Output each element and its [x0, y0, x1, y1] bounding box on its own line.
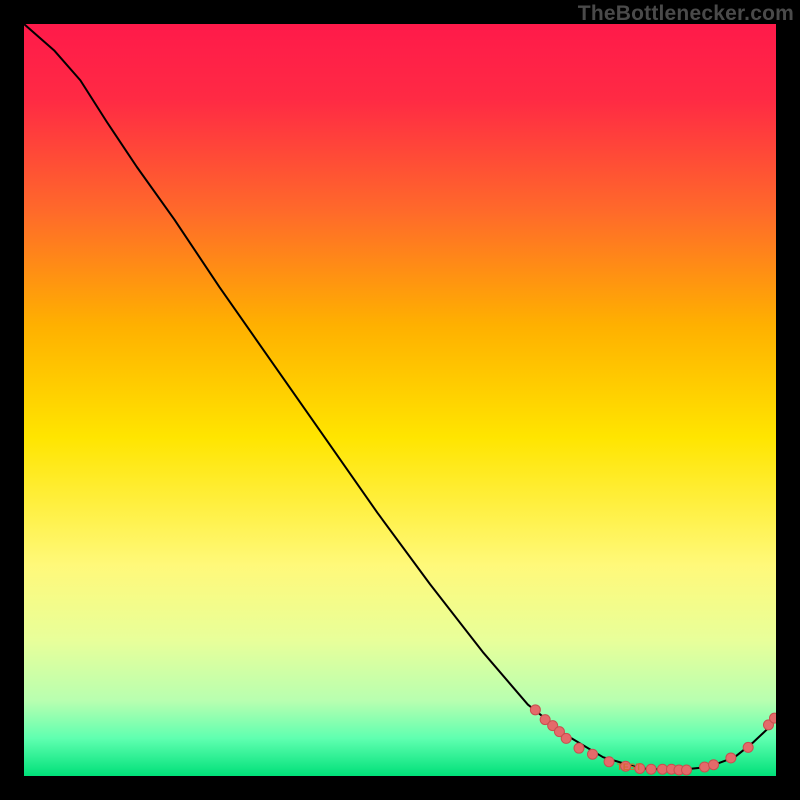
gradient-background [24, 24, 776, 776]
marker-point [726, 753, 736, 763]
marker-point [743, 742, 753, 752]
chart-svg: TEST [24, 24, 776, 776]
marker-point [561, 733, 571, 743]
marker-point [530, 705, 540, 715]
trough-badge: TEST [617, 762, 642, 772]
marker-point [682, 765, 692, 775]
frame: TEST TheBottlenecker.com [0, 0, 800, 800]
marker-point [709, 760, 719, 770]
marker-point [604, 757, 614, 767]
marker-point [657, 764, 667, 774]
marker-point [574, 743, 584, 753]
marker-point [700, 762, 710, 772]
marker-point [770, 713, 777, 723]
watermark: TheBottlenecker.com [578, 2, 794, 26]
plot-area: TEST [24, 24, 776, 776]
marker-point [646, 764, 656, 774]
marker-point [588, 749, 598, 759]
